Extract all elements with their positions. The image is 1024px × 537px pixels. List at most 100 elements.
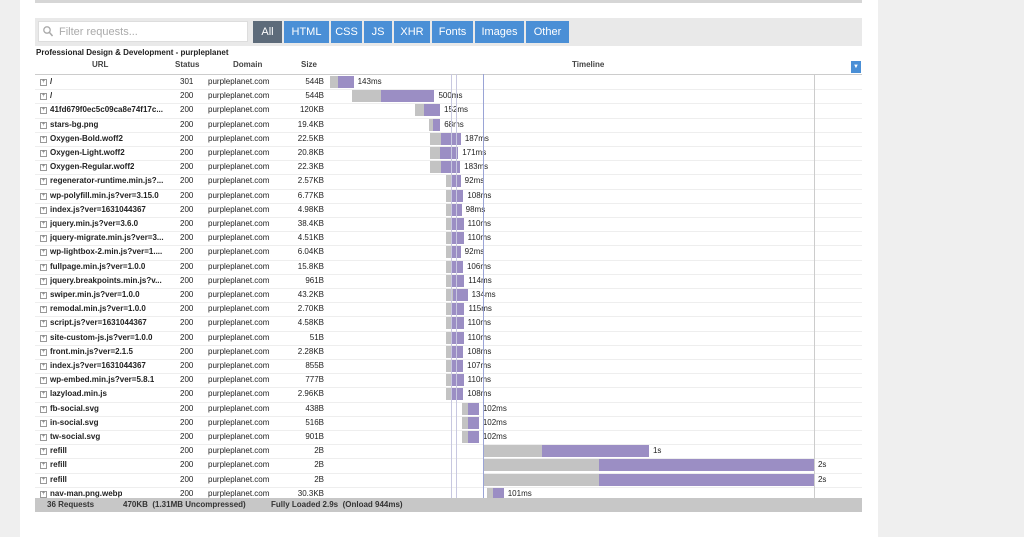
request-status: 200 bbox=[180, 417, 194, 427]
expand-icon[interactable]: + bbox=[40, 462, 47, 470]
request-time: 187ms bbox=[464, 133, 489, 143]
expand-icon[interactable]: + bbox=[40, 192, 47, 200]
expand-icon[interactable]: + bbox=[40, 221, 47, 228]
request-row[interactable]: + wp-lightbox-2.min.js?ver=1.... 200 purple… bbox=[35, 245, 862, 261]
request-row[interactable]: +/ 301 purpleplanet.com 544B 143ms bbox=[35, 75, 862, 91]
request-row[interactable]: +/ 200 purpleplanet.com 544B 500ms bbox=[35, 89, 862, 105]
expand-icon[interactable]: + bbox=[40, 448, 47, 456]
expand-icon[interactable]: + bbox=[40, 150, 47, 157]
request-time: 98ms bbox=[465, 204, 486, 214]
timing-bar bbox=[450, 246, 461, 259]
expand-icon[interactable]: + bbox=[40, 476, 47, 484]
expand-icon[interactable]: + bbox=[40, 263, 47, 271]
filter-tab[interactable]: Images bbox=[475, 21, 524, 43]
request-row[interactable]: + tw-social.svg 200 purpleplanet.com 901B 102… bbox=[35, 430, 862, 446]
wait-bar bbox=[429, 161, 441, 174]
expand-icon[interactable]: + bbox=[40, 334, 47, 342]
request-row[interactable]: +41fd679f0ec5c09ca8e74f17c... 200 purplepl… bbox=[35, 103, 862, 119]
expand-icon[interactable]: + bbox=[40, 164, 47, 172]
timing-bar bbox=[451, 317, 464, 330]
filter-tab[interactable]: JS bbox=[364, 21, 392, 43]
request-domain: purpleplanet.com bbox=[208, 474, 270, 484]
request-status: 200 bbox=[180, 488, 194, 498]
expand-icon[interactable]: + bbox=[40, 249, 47, 257]
expand-icon[interactable]: + bbox=[40, 306, 47, 314]
request-row[interactable]: + jquery.min.js?ver=3.6.0 200 purpleplanet.… bbox=[35, 217, 862, 233]
timeline-menu[interactable]: ▼ bbox=[851, 61, 861, 73]
request-row[interactable]: + swiper.min.js?ver=1.0.0 200 purpleplanet.… bbox=[35, 288, 862, 304]
timing-bar bbox=[452, 303, 465, 316]
expand-icon[interactable]: + bbox=[40, 320, 47, 328]
expand-icon[interactable]: + bbox=[40, 79, 47, 86]
expand-icon[interactable]: + bbox=[40, 405, 47, 413]
expand-icon[interactable]: + bbox=[40, 178, 47, 186]
request-row[interactable]: + jquery-migrate.min.js?ver=3... 200 purple… bbox=[35, 231, 862, 247]
request-row[interactable]: + refill 200 purpleplanet.com 2B 2s bbox=[35, 458, 862, 474]
expand-icon[interactable]: + bbox=[40, 363, 47, 370]
expand-icon[interactable]: + bbox=[40, 391, 47, 399]
wait-bar bbox=[462, 431, 468, 443]
request-row[interactable]: + refill 200 purpleplanet.com 2B 2s bbox=[35, 473, 862, 488]
request-size: 961B bbox=[305, 275, 324, 285]
filter-tab[interactable]: Fonts bbox=[432, 21, 473, 43]
filter-tab[interactable]: All bbox=[253, 21, 282, 43]
expand-icon[interactable]: + bbox=[40, 235, 47, 243]
request-size: 38.4KB bbox=[297, 219, 324, 228]
request-url: / bbox=[50, 77, 53, 86]
expand-icon[interactable]: + bbox=[40, 434, 47, 441]
expand-icon[interactable]: + bbox=[40, 348, 47, 356]
timing-bar bbox=[439, 147, 459, 159]
request-status: 200 bbox=[180, 233, 194, 243]
request-row[interactable]: + remodal.min.js?ver=1.0.0 200 purpleplanet… bbox=[35, 302, 862, 318]
request-time: 1s bbox=[652, 446, 662, 456]
request-row[interactable]: + in-social.svg 200 purpleplanet.com 516B 102… bbox=[35, 416, 862, 431]
request-size: 22.5KB bbox=[297, 133, 324, 143]
expand-icon[interactable]: + bbox=[40, 206, 47, 214]
request-row[interactable]: + wp-polyfill.min.js?ver=3.15.0 200 purplep… bbox=[35, 189, 862, 204]
request-row[interactable]: + fb-social.svg 200 purpleplanet.com 438B 102… bbox=[35, 402, 862, 417]
filter-tab[interactable]: XHR bbox=[394, 21, 430, 43]
request-time: 114ms bbox=[468, 275, 492, 285]
request-row[interactable]: + jquery.breakpoints.min.js?v... 200 purple… bbox=[35, 274, 862, 289]
request-row[interactable]: + wp-embed.min.js?ver=5.8.1 200 purpleplane… bbox=[35, 373, 862, 389]
request-row[interactable]: + front.min.js?ver=2.1.5 200 purpleplanet.c… bbox=[35, 345, 862, 360]
expand-icon[interactable]: + bbox=[40, 277, 47, 285]
expand-icon[interactable]: + bbox=[40, 292, 47, 299]
request-row[interactable]: + site-custom-js.js?ver=1.0.0 200 purplepla… bbox=[35, 331, 862, 346]
request-row[interactable]: + refill 200 purpleplanet.com 2B 1s bbox=[35, 444, 862, 460]
request-url: lazyload.min.js bbox=[50, 389, 107, 399]
filter-tab[interactable]: Other bbox=[526, 21, 569, 43]
filter-input[interactable]: Filter requests... bbox=[38, 21, 248, 42]
request-row[interactable]: + lazyload.min.js 200 purpleplanet.com 2.96K… bbox=[35, 387, 862, 403]
expand-icon[interactable]: + bbox=[40, 490, 47, 498]
request-status: 200 bbox=[180, 219, 194, 228]
request-status: 200 bbox=[180, 105, 194, 115]
request-row[interactable]: + Oxygen-Light.woff2 200 purpleplanet.com 20… bbox=[35, 146, 862, 162]
request-row[interactable]: + stars-bg.png 200 purpleplanet.com 19.4KB 68… bbox=[35, 118, 862, 133]
request-row[interactable]: + Oxygen-Bold.woff2 200 purpleplanet.com 22.… bbox=[35, 132, 862, 147]
request-row[interactable]: + regenerator-runtime.min.js?... 200 purple… bbox=[35, 174, 862, 190]
request-status: 301 bbox=[180, 77, 194, 86]
filter-tab[interactable]: HTML bbox=[284, 21, 329, 43]
expand-icon[interactable]: + bbox=[40, 135, 47, 143]
expand-icon[interactable]: + bbox=[40, 419, 47, 427]
timing-bar bbox=[451, 232, 464, 245]
request-size: 6.04KB bbox=[297, 247, 324, 257]
request-row[interactable]: + script.js?ver=1631044367 200 purpleplanet… bbox=[35, 316, 862, 332]
request-domain: purpleplanet.com bbox=[208, 247, 270, 257]
footer-size: 470KB (1.31MB Uncompressed) bbox=[123, 500, 246, 509]
request-domain: purpleplanet.com bbox=[208, 91, 270, 101]
filter-tab[interactable]: CSS bbox=[331, 21, 362, 43]
wait-bar bbox=[445, 189, 452, 202]
expand-icon[interactable]: + bbox=[40, 377, 47, 385]
request-row[interactable]: + Oxygen-Regular.woff2 200 purpleplanet.com… bbox=[35, 160, 862, 176]
request-row[interactable]: + index.js?ver=1631044367 200 purpleplanet.… bbox=[35, 203, 862, 218]
expand-icon[interactable]: + bbox=[40, 121, 47, 129]
dom-line bbox=[451, 74, 452, 498]
request-row[interactable]: + index.js?ver=1631044367 200 purpleplanet.… bbox=[35, 359, 862, 375]
wait-bar bbox=[445, 260, 452, 273]
expand-icon[interactable]: + bbox=[40, 107, 47, 115]
expand-icon[interactable]: + bbox=[40, 93, 47, 101]
request-row[interactable]: + fullpage.min.js?ver=1.0.0 200 purpleplane… bbox=[35, 260, 862, 275]
request-url: swiper.min.js?ver=1.0.0 bbox=[50, 290, 140, 299]
